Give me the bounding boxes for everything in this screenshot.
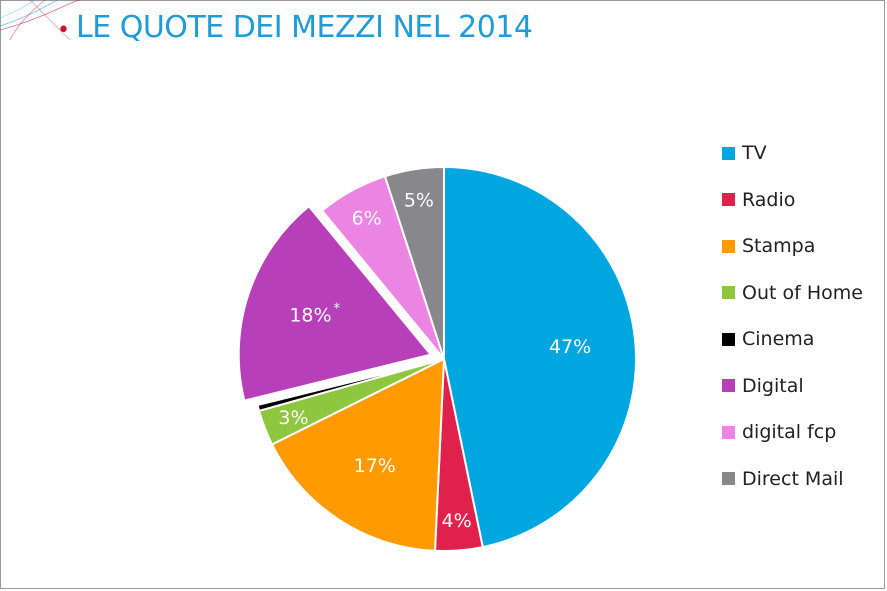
title-bullet: •	[57, 18, 70, 43]
legend-label: digital fcp	[742, 421, 837, 444]
legend-label: Cinema	[742, 328, 815, 351]
slice-label-tv: 47%	[549, 336, 591, 358]
legend-item-tv: TV	[722, 130, 863, 177]
chart-legend: TV Radio Stampa Out of Home Cinema Digital dig…	[722, 130, 863, 502]
pie-slice-digital	[237, 204, 433, 402]
pie-slices	[237, 165, 637, 552]
legend-label: Direct Mail	[742, 467, 844, 490]
page-title: LE QUOTE DEI MEZZI NEL 2014	[76, 10, 533, 45]
pie-slice-cinema	[256, 358, 445, 413]
corner-decoration	[0, 0, 90, 40]
legend-swatch	[722, 332, 735, 346]
pie-slice-tv	[443, 165, 637, 549]
legend-swatch	[722, 286, 735, 300]
slice-label-stampa: 17%	[354, 455, 396, 477]
legend-label: Digital	[742, 374, 804, 397]
legend-label: TV	[742, 142, 767, 165]
legend-swatch	[722, 146, 735, 160]
legend-item-direct-mail: Direct Mail	[722, 456, 863, 503]
slice-label-digital-fcp: 6%	[352, 207, 382, 229]
slice-label-direct-mail: 5%	[404, 190, 434, 212]
legend-item-digital-fcp: digital fcp	[722, 409, 863, 456]
legend-item-stampa: Stampa	[722, 223, 863, 270]
legend-label: Out of Home	[742, 281, 863, 304]
legend-item-radio: Radio	[722, 177, 863, 224]
legend-swatch	[722, 425, 735, 439]
slice-label-digital: 18%	[289, 305, 331, 327]
slice-annotation-digital: *	[333, 302, 340, 317]
legend-label: Radio	[742, 188, 796, 211]
legend-label: Stampa	[742, 235, 816, 258]
slice-label-out-of-home: 3%	[278, 407, 308, 429]
slice-label-radio: 4%	[442, 510, 472, 532]
legend-item-digital: Digital	[722, 363, 863, 410]
legend-item-out-of-home: Out of Home	[722, 270, 863, 317]
legend-swatch	[722, 239, 735, 253]
legend-swatch	[722, 379, 735, 393]
pie-slice-labels: 47% 4% 17% 3% 18% * 6% 5%	[278, 190, 591, 532]
legend-swatch	[722, 193, 735, 207]
pie-slice-direct-mail	[383, 165, 445, 360]
pie-slice-stampa	[270, 357, 446, 552]
legend-item-cinema: Cinema	[722, 316, 863, 363]
legend-swatch	[722, 472, 735, 486]
